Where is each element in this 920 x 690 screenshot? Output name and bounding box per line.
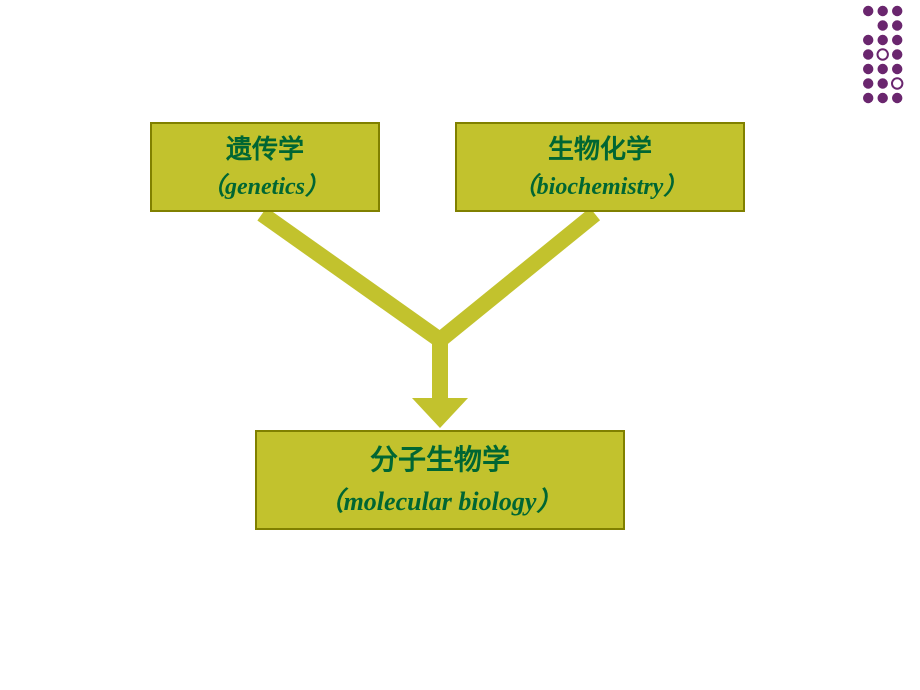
box-molbio-cn: 分子生物学: [370, 440, 510, 482]
box-biochemistry: 生物化学 （biochemistry）: [455, 122, 745, 212]
box-genetics: 遗传学 （genetics）: [150, 122, 380, 212]
box-biochemistry-en: （biochemistry）: [513, 169, 688, 205]
box-molecular-biology: 分子生物学 （molecular biology）: [255, 430, 625, 530]
box-molbio-en: （molecular biology）: [318, 482, 563, 521]
box-genetics-en: （genetics）: [201, 169, 329, 205]
box-genetics-cn: 遗传学: [226, 130, 304, 169]
merge-arrow: [0, 0, 920, 690]
box-biochemistry-cn: 生物化学: [548, 130, 652, 169]
corner-dots-decoration: [860, 0, 920, 109]
